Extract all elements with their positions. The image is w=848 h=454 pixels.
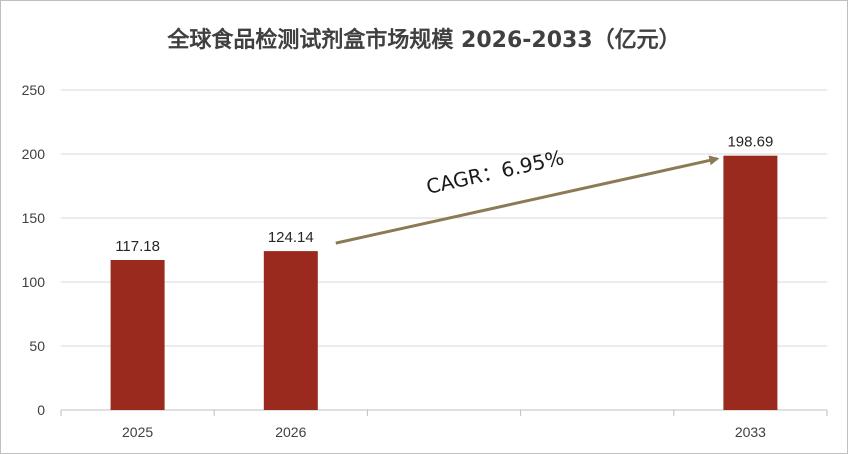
y-tick-label: 200 xyxy=(22,146,46,162)
cagr-label: CAGR：6.95% xyxy=(424,145,566,199)
y-tick-label: 0 xyxy=(37,402,45,418)
bar-2026 xyxy=(263,251,318,410)
data-label: 117.18 xyxy=(115,238,160,255)
y-tick-label: 150 xyxy=(22,210,46,226)
axes: 0 50 100 150 200 250 2025 2026 2033 xyxy=(22,82,828,440)
y-tick-label: 100 xyxy=(22,274,46,290)
data-labels: 117.18 124.14 198.69 xyxy=(115,134,773,255)
bar-2025 xyxy=(110,260,165,410)
bars xyxy=(110,155,778,410)
data-label: 124.14 xyxy=(268,229,314,246)
x-tick-label: 2026 xyxy=(275,424,306,440)
chart-title: 全球食品检测试剂盒市场规模 2026-2033（亿元） xyxy=(166,27,680,53)
y-tick-label: 50 xyxy=(29,338,45,354)
y-tick-label: 250 xyxy=(22,82,46,98)
bar-2033 xyxy=(723,155,778,410)
cagr-arrow xyxy=(335,155,720,245)
x-tick-label: 2033 xyxy=(735,424,766,440)
data-label: 198.69 xyxy=(727,134,773,151)
x-tick-label: 2025 xyxy=(122,424,153,440)
cagr-annotation: CAGR：6.95% xyxy=(335,145,720,245)
